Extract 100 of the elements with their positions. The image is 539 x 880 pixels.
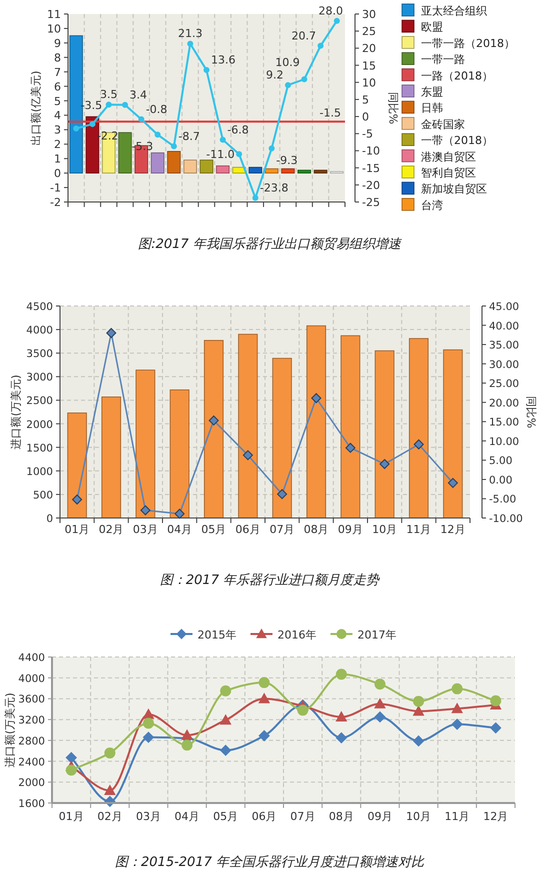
point (413, 696, 424, 707)
point (452, 683, 463, 694)
y2-tick-label: 0 (362, 110, 369, 124)
y2-tick-label: 25.00 (489, 378, 520, 390)
point (89, 121, 96, 128)
legend-label: 欧盟 (421, 20, 443, 34)
ref-line-label: -1.5 (320, 106, 341, 120)
y2-tick-label: 10 (362, 76, 376, 90)
point (336, 732, 347, 744)
data-label: -6.8 (227, 123, 249, 136)
data-label: 20.7 (292, 29, 316, 42)
point (277, 489, 288, 500)
legend-label: 一带一路（2018） (421, 36, 515, 50)
y-tick-label: 5 (54, 94, 61, 108)
point (104, 784, 116, 795)
y-tick-label: 3600 (18, 694, 45, 706)
y-tick-label: 7 (54, 66, 61, 79)
y-tick-label: 2000 (18, 777, 45, 790)
point (220, 744, 232, 756)
y-tick-label: 0 (46, 513, 53, 525)
bar (443, 349, 463, 518)
x-tick-label: 12月 (483, 810, 508, 823)
x-tick-label: 06月 (235, 523, 260, 536)
y-tick-label: 4000 (18, 672, 45, 685)
point (220, 714, 232, 725)
point (336, 668, 347, 680)
y2-tick-label: 25 (362, 25, 376, 38)
point (182, 740, 193, 751)
text: 图：2017 年乐器行业进口额月度走势 (160, 572, 380, 588)
point (106, 328, 116, 338)
point (380, 459, 390, 470)
point (414, 439, 424, 450)
y2-axis-title: 同比% (524, 396, 538, 428)
y2-tick-label: -20 (362, 178, 380, 192)
point (236, 151, 242, 158)
y2-tick-label: 35.00 (489, 340, 520, 352)
bar (238, 334, 258, 518)
y-axis-title: 进口额(万美元) (10, 374, 22, 450)
point (252, 194, 258, 201)
point (311, 393, 322, 404)
point (140, 505, 150, 516)
y-axis-title: 出口额(亿美元) (30, 70, 42, 146)
bar (136, 370, 156, 518)
y2-tick-label: -15 (362, 162, 380, 175)
bar (272, 358, 292, 518)
x-tick-label: 03月 (136, 810, 161, 823)
y-tick-label: 2400 (18, 756, 45, 768)
point (220, 685, 232, 696)
y2-tick-label: -5 (362, 128, 373, 141)
point (258, 730, 270, 742)
y-tick-label: 1600 (18, 798, 45, 810)
legend-label: 一带一路 (421, 53, 465, 66)
bar (306, 325, 326, 518)
y-tick-label: 2800 (18, 735, 45, 748)
y2-tick-label: -10.00 (489, 513, 523, 525)
point (66, 764, 77, 776)
legend-label: 东盟 (421, 86, 443, 98)
y-tick-label: 3200 (18, 714, 45, 727)
y2-tick-label: -25 (362, 196, 380, 209)
y-axis-title: 进口额(万美元) (4, 692, 16, 768)
y2-tick-label: 5 (362, 93, 369, 106)
legend-label: 一带（2018） (421, 134, 493, 148)
y-tick-label: 1500 (26, 442, 53, 454)
x-tick-label: 02月 (98, 523, 124, 536)
point (345, 442, 356, 453)
y2-tick-label: 30.00 (489, 358, 520, 371)
x-tick-label: 06月 (252, 810, 277, 823)
y-tick-label: 2000 (26, 418, 53, 431)
x-tick-label: 09月 (338, 523, 363, 536)
data-label: 3.4 (130, 88, 148, 102)
legend-label: 亚太经合组织 (421, 4, 487, 18)
point (452, 703, 463, 714)
point (258, 677, 270, 688)
bar (340, 335, 360, 518)
point (142, 708, 154, 719)
point (374, 678, 386, 690)
x-tick-label: 09月 (367, 810, 392, 823)
x-tick-label: 12月 (440, 523, 466, 536)
data-label: -11.0 (206, 148, 235, 162)
point (413, 706, 424, 716)
point (106, 102, 112, 108)
data-label: 13.6 (211, 54, 236, 67)
x-tick-label: 05月 (201, 523, 226, 536)
point (142, 732, 154, 743)
x-tick-label: 10月 (372, 523, 398, 536)
bar (204, 340, 224, 518)
y2-tick-label: 0.00 (489, 474, 512, 486)
x-tick-label: 07月 (290, 810, 316, 823)
y-tick-label: 1000 (26, 466, 53, 478)
data-label: 3.5 (100, 88, 118, 102)
y-tick-label: 500 (32, 489, 53, 502)
legend-label: 日韩 (421, 102, 443, 115)
point (220, 136, 226, 143)
x-tick-label: 07月 (270, 523, 295, 536)
bar (101, 396, 122, 518)
x-tick-label: 05月 (213, 810, 238, 823)
bar (67, 412, 87, 518)
y2-tick-label: 15.00 (489, 416, 520, 429)
y2-axis-title: 同比% (386, 92, 400, 124)
y-tick-label: -1 (50, 182, 61, 195)
